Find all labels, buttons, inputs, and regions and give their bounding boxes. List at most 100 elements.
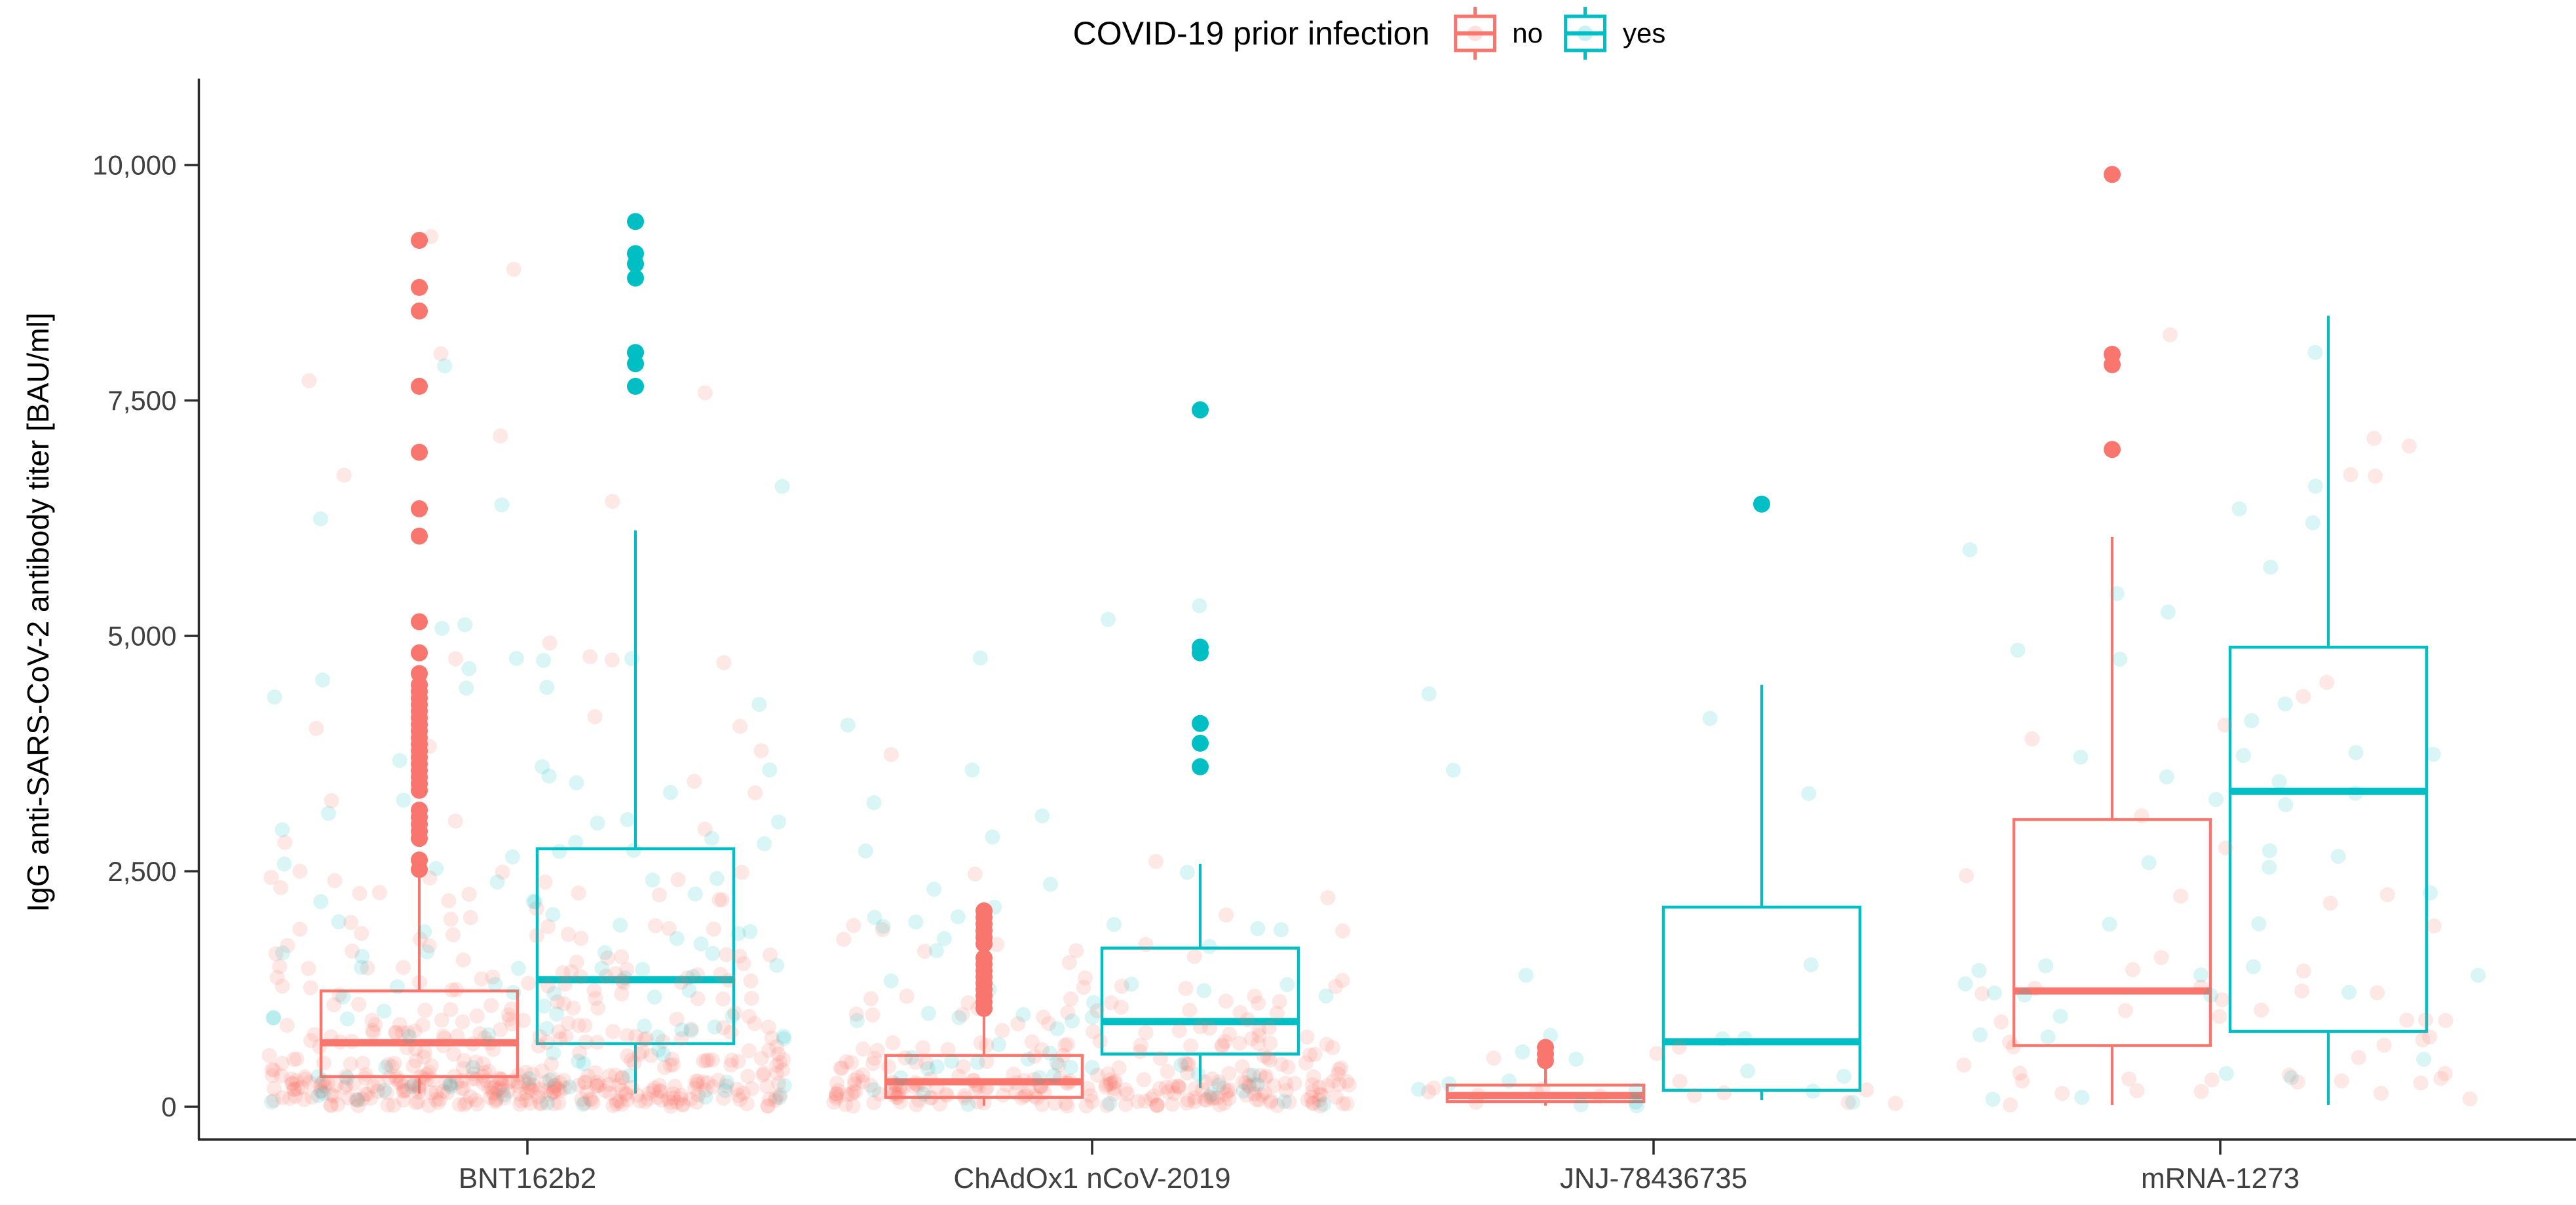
jitter-point: [1299, 1029, 1315, 1045]
jitter-point: [1107, 1086, 1122, 1102]
jitter-point: [519, 1085, 535, 1101]
jitter-point: [267, 1081, 282, 1096]
jitter-point: [1052, 1070, 1068, 1086]
jitter-point: [764, 1030, 780, 1046]
jitter-point: [451, 1097, 467, 1113]
jitter-point: [576, 1056, 592, 1071]
outlier-point-no: [2104, 441, 2121, 458]
jitter-point: [1250, 921, 1266, 936]
jitter-point: [2422, 1029, 2437, 1045]
jitter-point: [1063, 991, 1078, 1007]
jitter-point: [1133, 1037, 1148, 1053]
jitter-point: [890, 1090, 906, 1105]
jitter-point: [275, 978, 290, 994]
jitter-point: [419, 1071, 434, 1087]
jitter-point: [2074, 1090, 2090, 1105]
jitter-point: [751, 697, 767, 713]
jitter-point: [875, 919, 891, 935]
jitter-point: [510, 961, 526, 976]
jitter-point: [1164, 1096, 1180, 1112]
jitter-point: [411, 1080, 426, 1095]
outlier-point-yes: [1192, 644, 1209, 661]
jitter-point: [771, 1075, 787, 1091]
jitter-point: [1046, 1067, 1062, 1083]
jitter-point: [1138, 936, 1154, 952]
jitter-point: [888, 1077, 903, 1092]
jitter-point: [630, 1087, 645, 1103]
jitter-point: [1120, 1086, 1135, 1102]
jitter-point: [335, 989, 351, 1005]
jitter-point: [1187, 1090, 1203, 1105]
jitter-point: [1008, 1075, 1024, 1090]
jitter-point: [991, 1037, 1006, 1052]
jitter-point: [756, 1066, 772, 1081]
jitter-point: [280, 938, 295, 954]
jitter-point: [546, 1081, 562, 1096]
jitter-point: [1252, 1067, 1268, 1083]
jitter-point: [673, 1091, 689, 1107]
jitter-point: [866, 1095, 882, 1111]
jitter-point: [1171, 1079, 1186, 1094]
outlier-point-yes: [627, 355, 644, 373]
jitter-point: [565, 1000, 581, 1016]
jitter-point: [1840, 1095, 1856, 1110]
jitter-point: [388, 1071, 404, 1087]
jitter-point: [2015, 1073, 2030, 1088]
jitter-point: [1502, 1073, 1517, 1089]
jitter-point: [466, 1066, 482, 1082]
jitter-point: [407, 1041, 423, 1056]
jitter-point: [482, 1090, 498, 1105]
jitter-point: [504, 849, 520, 864]
jitter-point: [415, 1070, 430, 1086]
jitter-point: [1232, 1035, 1247, 1051]
jitter-point: [867, 1050, 882, 1066]
jitter-point: [290, 1081, 305, 1096]
jitter-point: [588, 991, 603, 1006]
jitter-point: [936, 931, 952, 946]
jitter-point: [1211, 1074, 1226, 1090]
jitter-point: [930, 1079, 945, 1095]
jitter-point: [2416, 1052, 2432, 1067]
jitter-point: [2343, 467, 2358, 483]
jitter-point: [1032, 1069, 1048, 1085]
jitter-point: [1006, 1066, 1021, 1082]
jitter-point: [266, 1092, 282, 1108]
jitter-point: [1059, 1037, 1075, 1052]
jitter-point: [1278, 1075, 1293, 1091]
jitter-point: [704, 1052, 720, 1067]
jitter-point: [896, 1079, 911, 1095]
jitter-point: [1065, 1013, 1080, 1029]
jitter-point: [350, 1092, 366, 1107]
jitter-point: [546, 1045, 561, 1061]
jitter-point: [1179, 1066, 1195, 1081]
jitter-point: [904, 1050, 920, 1066]
jitter-point: [2204, 1072, 2220, 1088]
box-no-ChAdOx1 nCoV-2019-median: [886, 1078, 1082, 1086]
jitter-point: [438, 1075, 453, 1090]
jitter-point: [381, 1056, 396, 1072]
jitter-point: [381, 1070, 397, 1086]
jitter-point: [2193, 967, 2208, 983]
jitter-point: [605, 1024, 621, 1039]
jitter-point: [653, 1084, 669, 1100]
jitter-point: [637, 1018, 653, 1034]
jitter-point: [1256, 1048, 1272, 1064]
jitter-point: [323, 1097, 339, 1113]
jitter-point: [324, 1087, 339, 1103]
jitter-point: [1573, 1097, 1589, 1113]
jitter-point: [479, 1073, 495, 1088]
jitter-point: [557, 1081, 572, 1096]
jitter-point: [665, 1086, 681, 1102]
jitter-point: [421, 1098, 437, 1113]
jitter-point: [715, 1090, 731, 1106]
legend-item-no: no: [1449, 5, 1543, 62]
jitter-point: [1103, 995, 1119, 1010]
jitter-point: [558, 976, 573, 992]
jitter-point: [273, 880, 289, 895]
jitter-point: [673, 1087, 689, 1103]
jitter-point: [440, 1084, 455, 1100]
jitter-point: [444, 982, 460, 998]
jitter-point: [392, 752, 407, 768]
jitter-point: [1098, 1079, 1114, 1095]
jitter-point: [1082, 1088, 1098, 1103]
